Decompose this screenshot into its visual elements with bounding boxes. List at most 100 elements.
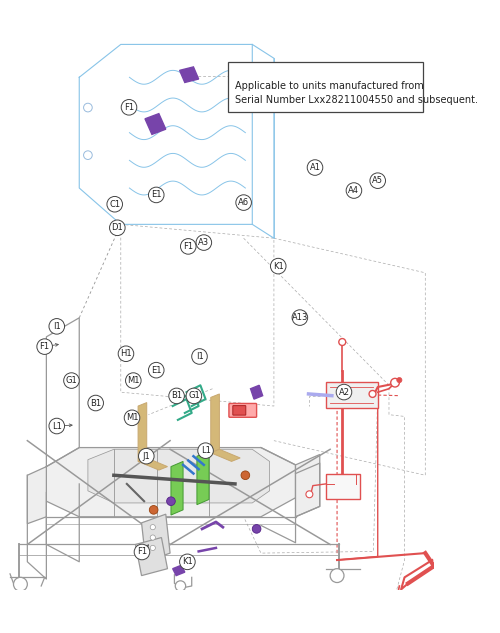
Circle shape (150, 546, 156, 551)
Polygon shape (145, 114, 166, 134)
Text: L1: L1 (52, 422, 62, 430)
Polygon shape (138, 403, 146, 461)
Text: H1: H1 (120, 349, 132, 358)
Circle shape (169, 388, 184, 404)
Circle shape (252, 525, 261, 533)
Polygon shape (136, 537, 168, 575)
Text: F1: F1 (137, 548, 147, 556)
Circle shape (180, 239, 196, 254)
Polygon shape (296, 454, 320, 517)
Polygon shape (142, 514, 170, 561)
Circle shape (307, 160, 323, 175)
FancyBboxPatch shape (233, 406, 246, 415)
Text: M1: M1 (127, 376, 140, 385)
Circle shape (198, 443, 214, 458)
Circle shape (148, 362, 164, 378)
Circle shape (88, 395, 104, 411)
Circle shape (14, 577, 28, 591)
Circle shape (166, 497, 175, 506)
Circle shape (150, 535, 156, 540)
Circle shape (330, 568, 344, 582)
Text: F1: F1 (124, 103, 134, 112)
Circle shape (134, 544, 150, 560)
Text: A4: A4 (348, 186, 360, 195)
Circle shape (118, 346, 134, 361)
Circle shape (270, 258, 286, 274)
Circle shape (124, 410, 140, 425)
Circle shape (37, 339, 52, 354)
Polygon shape (88, 449, 270, 503)
Text: A5: A5 (372, 176, 383, 185)
Text: B1: B1 (171, 391, 182, 401)
Circle shape (138, 448, 154, 464)
Text: C1: C1 (109, 200, 120, 209)
Circle shape (241, 471, 250, 480)
Polygon shape (250, 385, 262, 399)
Circle shape (64, 373, 80, 389)
Polygon shape (197, 451, 209, 505)
Text: A3: A3 (198, 238, 209, 247)
Text: D1: D1 (112, 223, 123, 232)
Circle shape (126, 373, 141, 389)
Circle shape (107, 196, 122, 212)
Polygon shape (211, 449, 240, 461)
Text: E1: E1 (151, 191, 162, 199)
Text: I1: I1 (196, 352, 203, 361)
Circle shape (121, 99, 137, 115)
Text: K1: K1 (273, 261, 283, 271)
Polygon shape (138, 458, 168, 470)
Polygon shape (180, 67, 199, 82)
Circle shape (369, 391, 376, 398)
Circle shape (196, 235, 212, 251)
Text: M1: M1 (126, 413, 138, 422)
Circle shape (397, 377, 402, 383)
Text: E1: E1 (151, 366, 162, 375)
Text: A6: A6 (238, 198, 249, 207)
Circle shape (346, 183, 362, 198)
Circle shape (180, 554, 195, 570)
Circle shape (150, 506, 158, 514)
Polygon shape (46, 448, 296, 517)
Circle shape (292, 310, 308, 325)
Circle shape (49, 418, 64, 434)
Circle shape (176, 581, 186, 591)
Polygon shape (172, 565, 185, 575)
Text: Serial Number Lxx28211004550 and subsequent.: Serial Number Lxx28211004550 and subsequ… (235, 94, 478, 104)
FancyBboxPatch shape (326, 473, 360, 499)
Text: I1: I1 (53, 322, 60, 331)
Circle shape (110, 220, 125, 235)
Text: F1: F1 (183, 242, 194, 251)
Polygon shape (211, 394, 220, 453)
Text: A2: A2 (338, 387, 349, 396)
Text: J1: J1 (142, 452, 150, 461)
Circle shape (236, 195, 252, 210)
Text: G1: G1 (66, 376, 78, 385)
Circle shape (390, 379, 400, 387)
Circle shape (336, 384, 352, 400)
Circle shape (186, 388, 202, 404)
Circle shape (392, 592, 400, 601)
FancyBboxPatch shape (229, 403, 256, 417)
Circle shape (148, 187, 164, 203)
Circle shape (452, 485, 461, 493)
FancyBboxPatch shape (326, 382, 378, 408)
Text: F1: F1 (40, 342, 50, 351)
Circle shape (306, 491, 313, 498)
FancyBboxPatch shape (228, 61, 422, 112)
Circle shape (192, 349, 208, 364)
Text: A1: A1 (310, 163, 320, 172)
Circle shape (84, 151, 92, 160)
Text: L1: L1 (200, 446, 210, 455)
Circle shape (370, 173, 386, 189)
Circle shape (84, 103, 92, 112)
Text: Applicable to units manufactured from: Applicable to units manufactured from (235, 81, 424, 91)
Polygon shape (28, 467, 46, 523)
Text: G1: G1 (188, 391, 200, 401)
Circle shape (339, 339, 345, 346)
Circle shape (49, 318, 64, 334)
Text: A13: A13 (292, 313, 308, 322)
Circle shape (150, 525, 156, 530)
Text: K1: K1 (182, 557, 193, 567)
Text: B1: B1 (90, 399, 102, 408)
Polygon shape (171, 461, 183, 515)
